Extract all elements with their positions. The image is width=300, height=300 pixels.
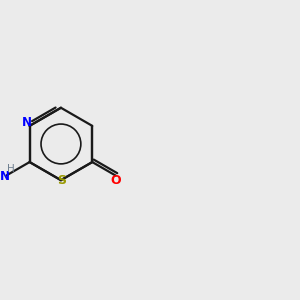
Text: N: N [0,170,10,183]
Text: O: O [110,174,121,188]
Text: N: N [22,116,32,129]
Text: S: S [57,174,66,188]
Text: H: H [7,164,15,174]
